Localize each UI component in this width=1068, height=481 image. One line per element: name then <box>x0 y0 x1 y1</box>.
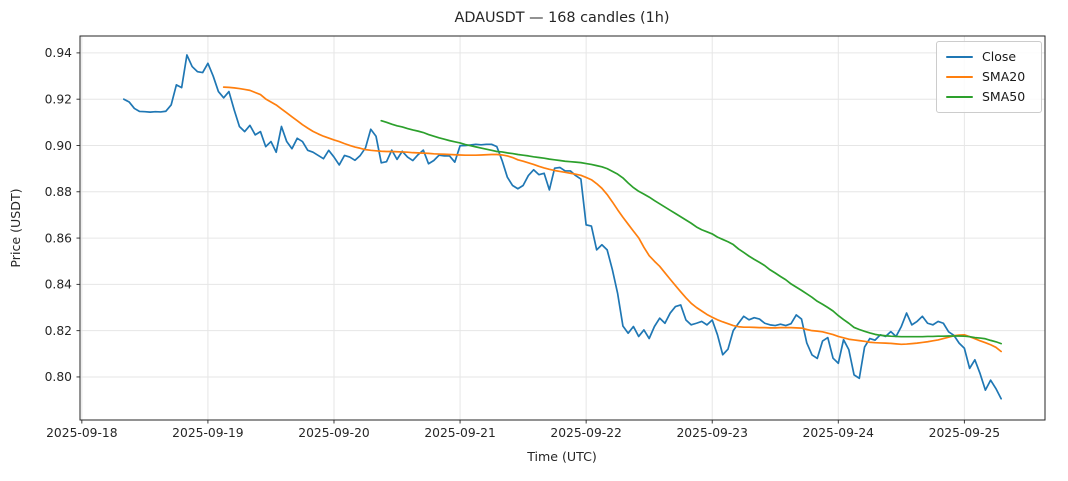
legend-label-close: Close <box>982 48 1017 64</box>
x-tick-label: 2025-09-23 <box>676 426 747 440</box>
legend-label-sma50: SMA50 <box>982 88 1026 104</box>
y-tick-label: 0.88 <box>45 185 72 199</box>
sma20-line <box>222 86 1002 353</box>
y-tick-label: 0.92 <box>45 92 72 106</box>
plot-border <box>79 35 1046 421</box>
x-tick-label: 2025-09-20 <box>298 426 369 440</box>
x-axis-label: Time (UTC) <box>526 449 597 464</box>
sma50-line-sample-icon <box>946 95 973 99</box>
y-tick-label: 0.90 <box>45 139 72 153</box>
x-tick-label: 2025-09-25 <box>929 426 1000 440</box>
legend-label-sma20: SMA20 <box>982 68 1026 84</box>
sma50-line <box>380 119 1002 345</box>
sma20-line-sample-icon <box>946 75 973 79</box>
chart-title: ADAUSDT — 168 candles (1h) <box>454 10 669 26</box>
x-tick-label: 2025-09-19 <box>172 426 243 440</box>
legend: Close SMA20 SMA50 <box>936 41 1042 113</box>
x-tick-label: 2025-09-22 <box>550 426 621 440</box>
x-tick-label: 2025-09-18 <box>46 426 117 440</box>
x-tick-label: 2025-09-21 <box>424 426 495 440</box>
x-tick-label: 2025-09-24 <box>803 426 875 440</box>
y-tick-label: 0.80 <box>45 370 72 384</box>
grid-layer <box>80 36 1045 420</box>
y-tick-label: 0.94 <box>45 46 73 60</box>
close-line <box>123 54 1002 400</box>
legend-item-sma20[interactable]: SMA20 <box>946 68 1032 84</box>
legend-item-close[interactable]: Close <box>946 48 1032 64</box>
close-line-sample-icon <box>946 55 973 59</box>
legend-item-sma50[interactable]: SMA50 <box>946 88 1032 104</box>
y-tick-label: 0.84 <box>45 278 73 292</box>
y-tick-label: 0.82 <box>45 324 72 338</box>
axes-layer: 2025-09-18 2025-09-19 2025-09-20 2025-09-21… <box>45 35 1046 440</box>
series-layer <box>123 54 1002 400</box>
y-axis-label: Price (USDT) <box>8 188 23 267</box>
y-tick-label: 0.86 <box>45 231 73 245</box>
